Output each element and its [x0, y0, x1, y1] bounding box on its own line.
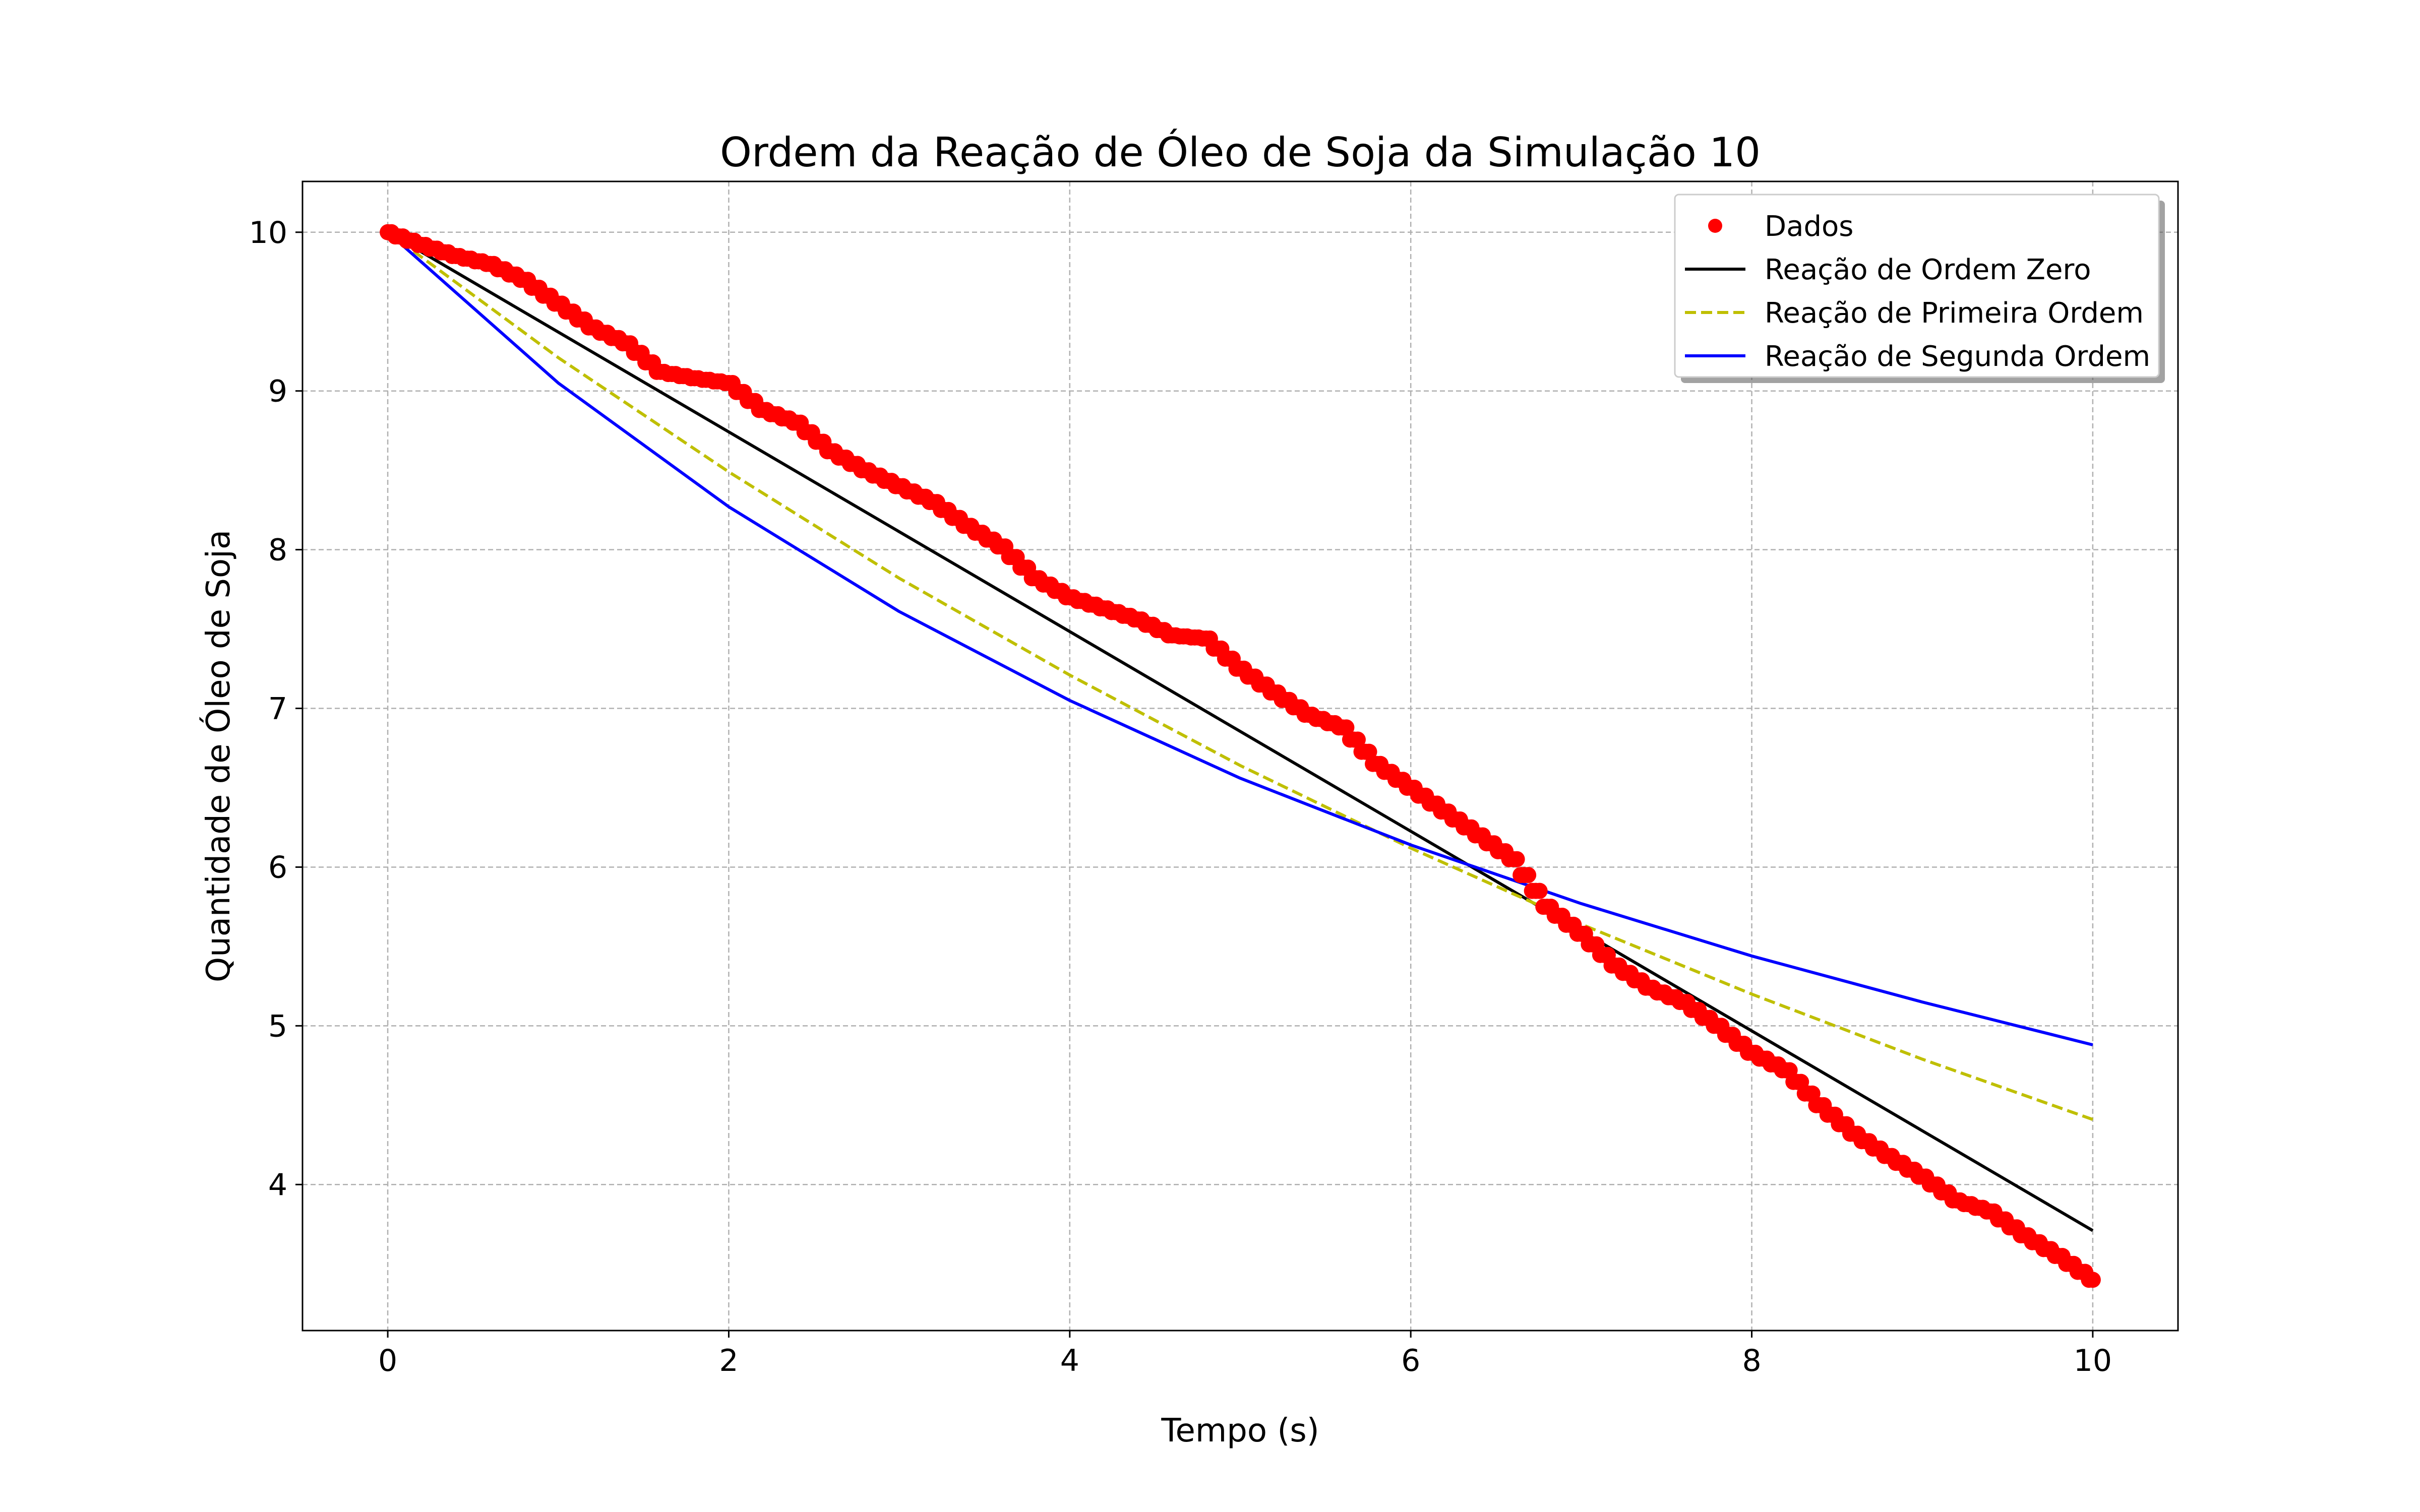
legend-label: Reação de Ordem Zero [1765, 254, 2091, 286]
legend-item-2: Reação de Ordem Zero [1685, 254, 2091, 286]
y-tick-label: 8 [268, 533, 287, 568]
legend-item-1: Dados [1708, 210, 1853, 243]
series-line-2 [387, 231, 2094, 1232]
x-tick-label: 2 [719, 1343, 738, 1378]
legend-item-3: Reação de Primeira Ordem [1685, 297, 2144, 330]
legend-label: Reação de Segunda Ordem [1765, 340, 2150, 373]
y-tick-label: 7 [268, 691, 287, 727]
y-axis-label: Quantidade de Óleo de Soja [199, 530, 237, 982]
data-point [1338, 719, 1355, 736]
data-point [1361, 743, 1377, 760]
y-tick-label: 6 [268, 850, 287, 885]
grid [302, 181, 2178, 1331]
data-point [1520, 867, 1537, 884]
x-tick-label: 10 [2074, 1343, 2112, 1378]
series-scatter [380, 224, 2101, 1288]
y-tick-label: 5 [268, 1009, 287, 1044]
y-tick-label: 10 [249, 215, 287, 250]
ticks: 0 2 4 6 8 10 4 5 6 7 8 9 10 [249, 215, 2112, 1378]
legend: Dados Reação de Ordem Zero Reação de Prime… [1674, 194, 2165, 383]
data-point [2081, 1272, 2097, 1288]
x-tick-label: 0 [378, 1343, 397, 1378]
y-tick-label: 4 [268, 1167, 287, 1203]
data-point [1531, 883, 1548, 899]
series-line-3 [387, 231, 2093, 1121]
data-point [1349, 731, 1366, 748]
plot-frame [301, 180, 2179, 1332]
series-line-4 [387, 231, 2093, 1047]
legend-item-4: Reação de Segunda Ordem [1685, 340, 2150, 373]
legend-box [1674, 194, 2160, 378]
legend-marker [1708, 219, 1722, 233]
data-point [1508, 851, 1525, 867]
series-layer [380, 224, 2101, 1288]
x-axis-label: Tempo (s) [1161, 1412, 1319, 1450]
x-tick-label: 4 [1060, 1343, 1079, 1378]
chart-title: Ordem da Reação de Óleo de Soja da Simul… [720, 129, 1761, 176]
y-tick-label: 9 [268, 374, 287, 409]
legend-label: Reação de Primeira Ordem [1765, 297, 2144, 330]
legend-label: Dados [1765, 210, 1853, 243]
x-tick-label: 6 [1401, 1343, 1420, 1378]
x-tick-label: 8 [1742, 1343, 1761, 1378]
